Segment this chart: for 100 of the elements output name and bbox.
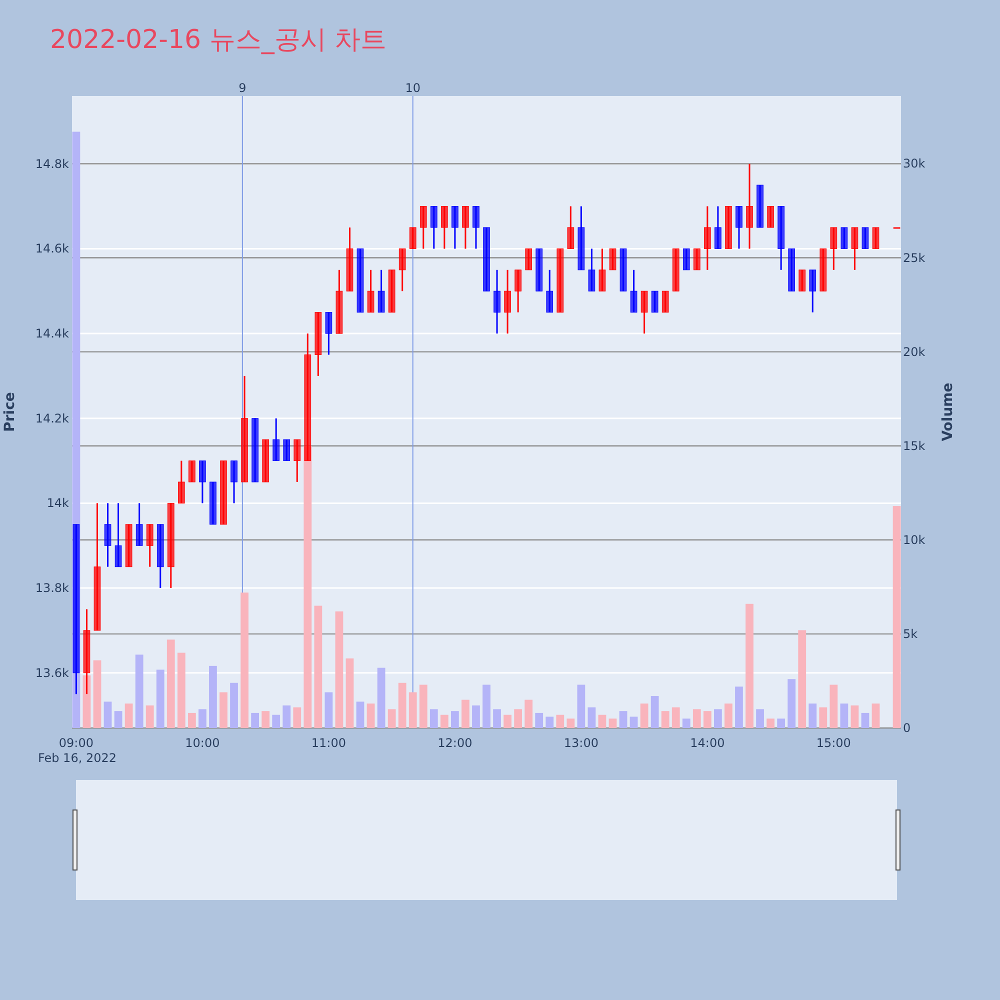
candlestick (651, 290, 658, 314)
bar (440, 714, 448, 728)
bar (714, 709, 722, 728)
bar (798, 630, 806, 728)
bar (230, 682, 238, 728)
bar (872, 704, 880, 728)
y-tick-label: 14k (46, 496, 70, 510)
text: Feb 16, 2022 (38, 751, 116, 765)
bar (808, 704, 817, 728)
candlestick (704, 206, 711, 271)
candlestick (640, 290, 648, 334)
bar (450, 711, 459, 728)
bar (546, 716, 554, 728)
bar (608, 718, 617, 728)
candlestick (178, 460, 185, 504)
bar (408, 692, 417, 728)
bar (262, 711, 270, 728)
candlestick (830, 226, 838, 271)
x-tick-label: 10:00 (185, 736, 220, 750)
bar (735, 686, 743, 728)
candlestick (567, 206, 574, 250)
ref-line-label: 10 (405, 81, 420, 95)
bar (766, 718, 774, 728)
bar (114, 711, 122, 728)
y2-tick-label: 30k (903, 156, 926, 171)
bar (135, 654, 144, 728)
bar (430, 709, 438, 728)
bar (356, 702, 364, 728)
bar (703, 711, 712, 728)
bar (524, 700, 533, 728)
chart-title: 2022-02-16 뉴스_공시 차트 (50, 25, 387, 55)
bar (746, 604, 754, 728)
candlestick (862, 226, 869, 250)
bar (493, 709, 501, 728)
bar (692, 709, 701, 728)
bar (188, 712, 196, 728)
bar (388, 709, 396, 728)
candlestick (525, 248, 532, 271)
candlestick (409, 226, 416, 250)
x-tick-label: 15:00 (816, 736, 851, 750)
candlestick (504, 269, 511, 334)
candlestick (598, 248, 606, 292)
bar (419, 684, 428, 728)
candlestick (230, 460, 238, 504)
bar (577, 684, 586, 728)
bar (777, 718, 786, 728)
x-tick-label: 11:00 (311, 736, 346, 750)
y2-tick-label: 15k (903, 438, 926, 453)
bar (850, 705, 859, 728)
y-tick-label: 14.4k (35, 326, 70, 341)
bar (566, 718, 575, 728)
candlestick (420, 206, 427, 250)
bar (892, 506, 901, 728)
bar (282, 705, 291, 728)
candlestick (367, 269, 374, 314)
bar (124, 704, 133, 728)
candlestick (746, 163, 753, 250)
candlestick (767, 206, 774, 228)
bar (472, 705, 480, 728)
candlestick (199, 460, 206, 504)
candlestick (136, 502, 143, 546)
y2-tick-label: 0 (903, 721, 911, 735)
bar (840, 704, 848, 728)
candlestick (325, 312, 332, 356)
x-tick-label: 13:00 (564, 736, 598, 750)
y2-axis-title: Volume (940, 382, 956, 442)
bar (462, 700, 470, 728)
candlestick (588, 248, 596, 292)
candlestick (283, 438, 290, 462)
bar (482, 684, 490, 728)
candlestick (630, 269, 638, 314)
candlestick (872, 226, 880, 250)
bar (672, 707, 680, 728)
candlestick (714, 206, 722, 250)
bar (93, 660, 102, 728)
bar (104, 702, 112, 728)
candlestick (546, 269, 554, 314)
y-tick-label: 14.6k (35, 242, 70, 256)
candlestick (682, 248, 690, 271)
bar (251, 712, 259, 728)
candlestick (104, 502, 112, 568)
candlestick (851, 226, 858, 271)
bar (661, 711, 670, 728)
bar (314, 606, 322, 728)
candlestick (809, 269, 816, 314)
bar (272, 714, 280, 728)
candlestick (114, 502, 122, 568)
bar (788, 679, 796, 728)
bar (156, 670, 164, 728)
bar (398, 682, 406, 728)
y2-tick-label: 5k (903, 626, 918, 641)
candlestick (272, 418, 280, 462)
candlestick (294, 438, 301, 483)
bar (166, 640, 175, 728)
candlestick (840, 226, 848, 250)
bar (177, 652, 186, 728)
bar (198, 709, 206, 728)
bar (819, 707, 828, 728)
bar (335, 611, 344, 728)
bar (293, 707, 302, 728)
